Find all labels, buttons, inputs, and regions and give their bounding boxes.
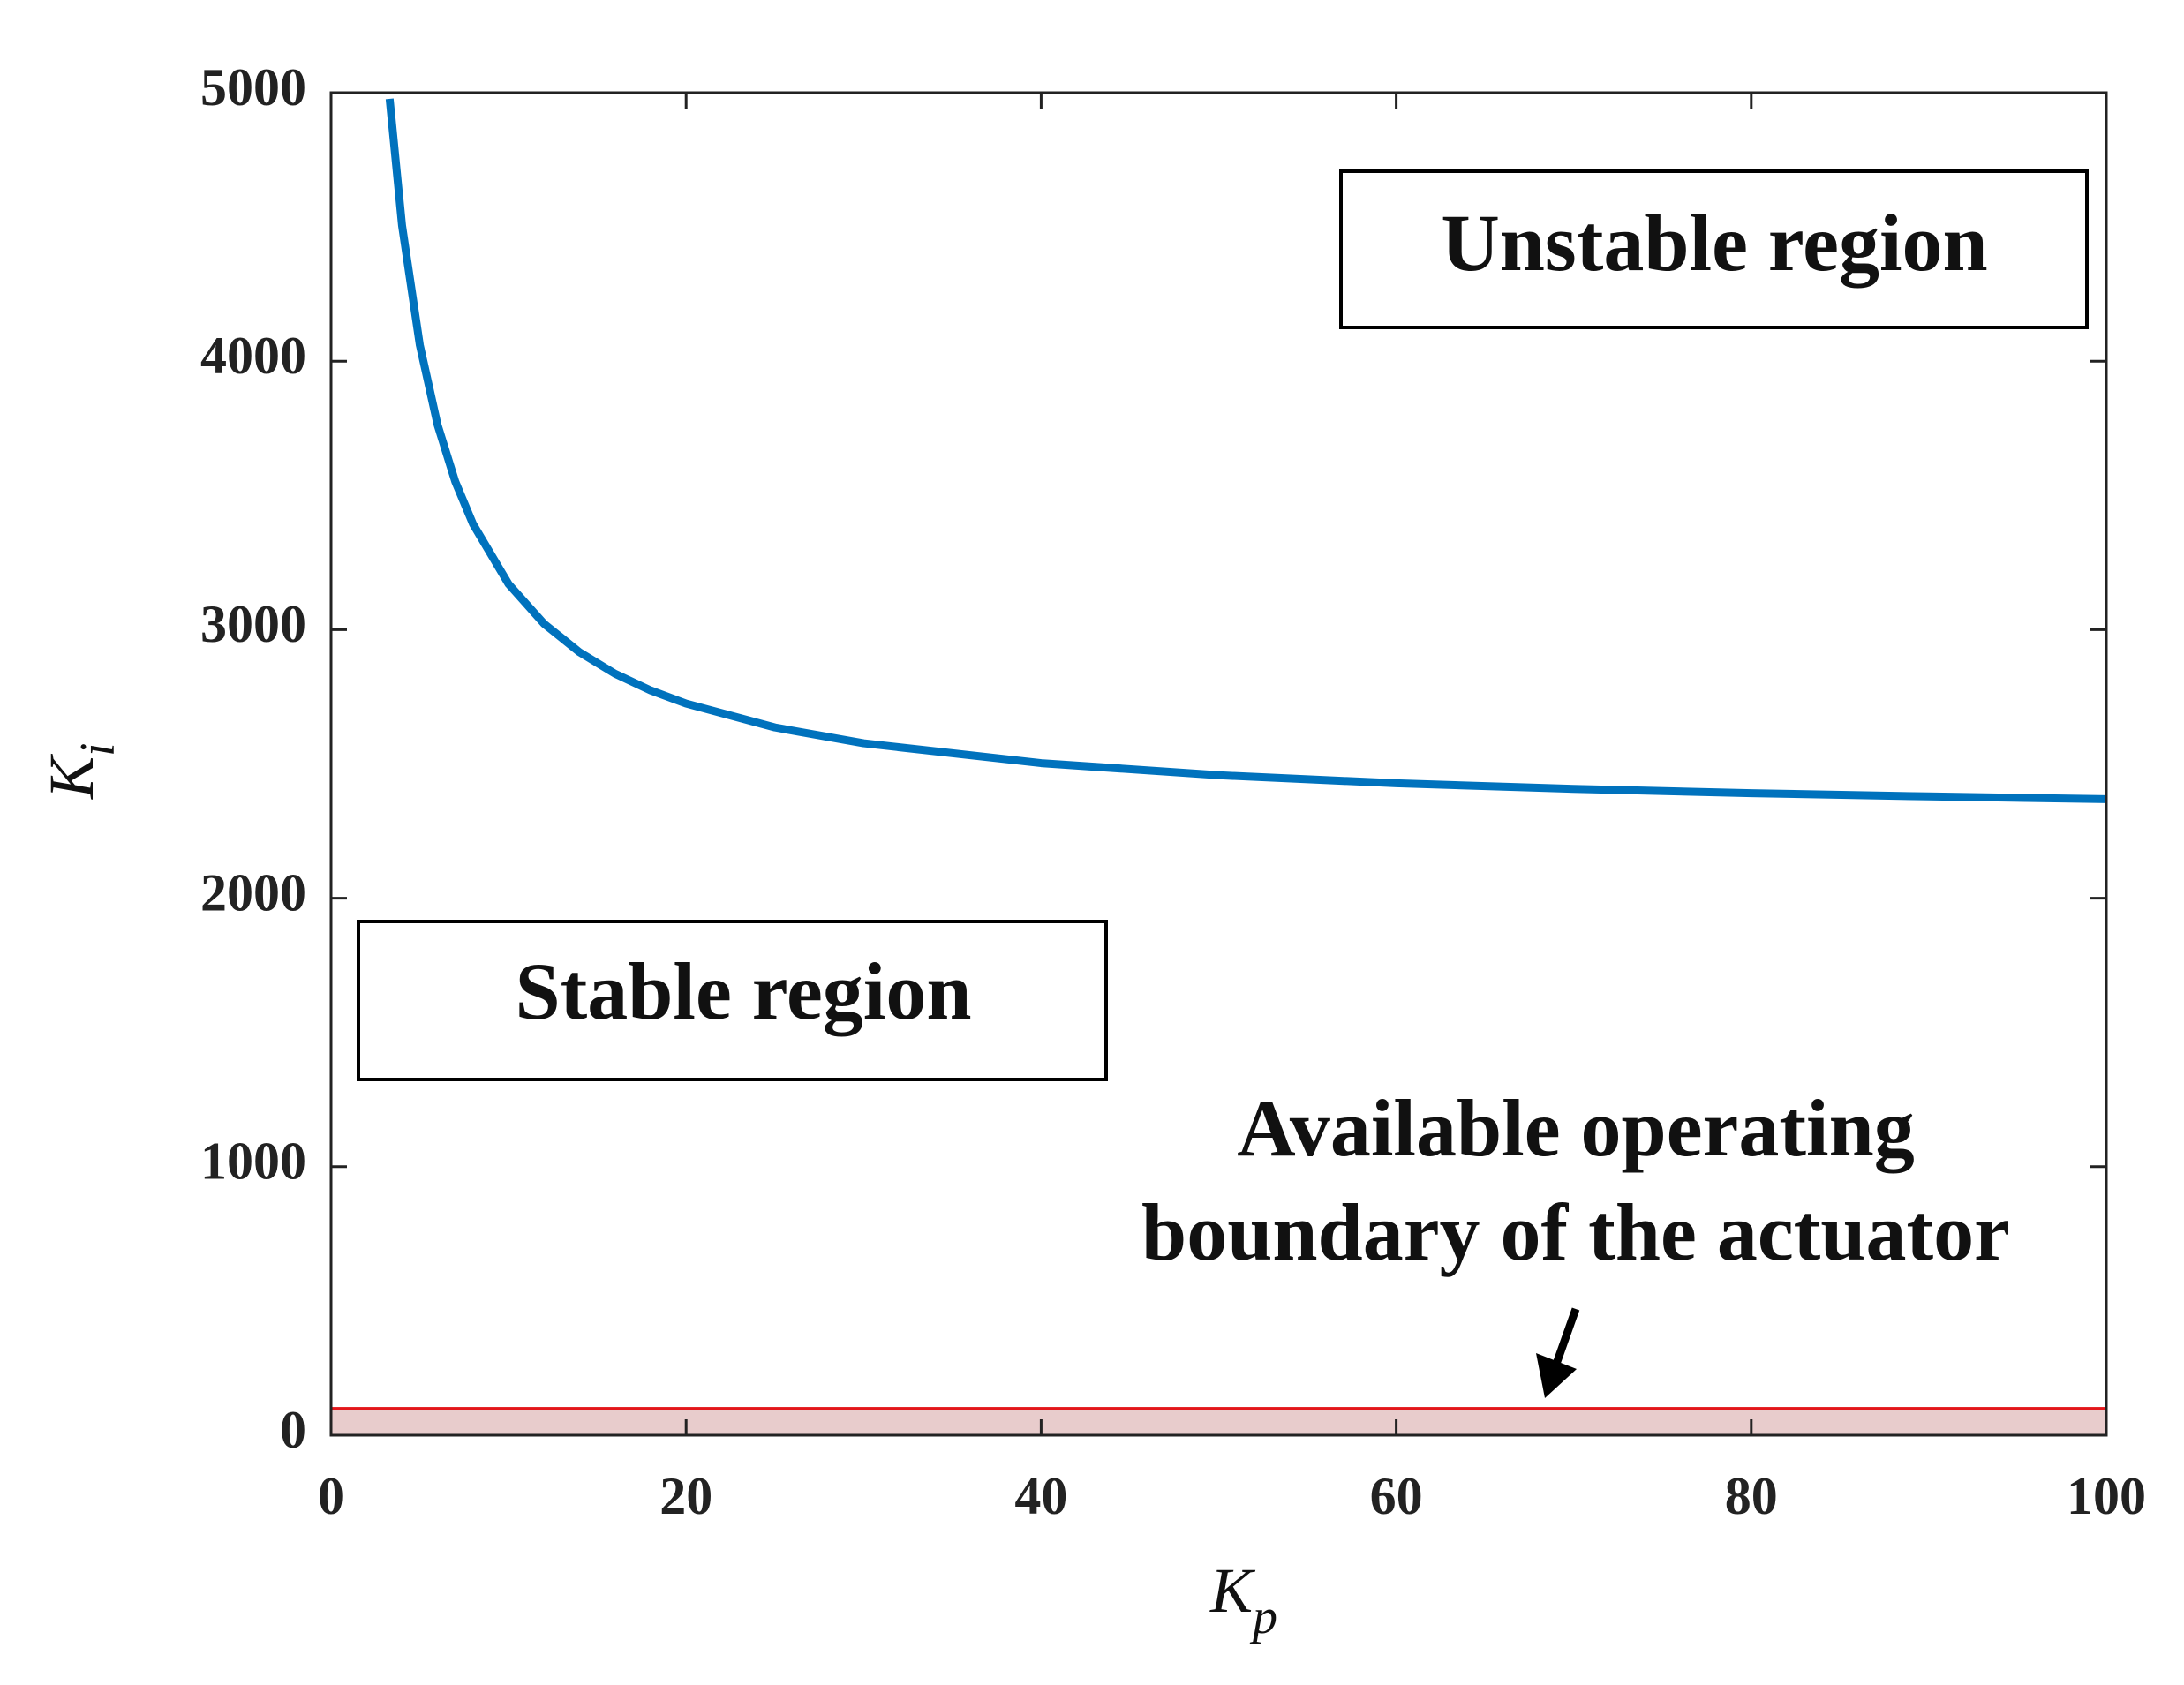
plot: 0 1000 2000 3000 4000 5000 0 20 40 60 80 100 — [200, 58, 2146, 1525]
curve — [385, 98, 2107, 803]
annotation: boundary of the actuator — [1141, 1187, 2010, 1277]
x-axis-label: Kp — [1209, 1555, 1277, 1644]
arrow-head — [1536, 1353, 1577, 1398]
operating-region — [329, 1407, 2108, 1437]
y-axis-label-main: K — [36, 753, 107, 800]
x-tick-label: 100 — [2067, 1467, 2146, 1525]
y-tick-label: 4000 — [200, 327, 306, 385]
annotation-box — [357, 920, 1108, 1081]
x-axis-label-main: K — [1209, 1555, 1256, 1626]
y-axis-label-sub: i — [71, 742, 125, 756]
annotation: Unstable region — [1441, 198, 1987, 288]
x-tick-label: 0 — [318, 1467, 344, 1525]
y-tick-label: 0 — [280, 1401, 306, 1459]
y-tick-label: 3000 — [200, 595, 306, 653]
annotation-box — [1339, 169, 2089, 329]
annotation: Stable region — [515, 946, 971, 1036]
x-tick-label: 60 — [1370, 1467, 1423, 1525]
y-tick-label: 5000 — [200, 58, 306, 117]
x-tick-label: 20 — [659, 1467, 712, 1525]
annotation: Available operating — [1237, 1083, 1915, 1173]
y-tick-label: 1000 — [200, 1132, 306, 1191]
x-tick-label: 40 — [1014, 1467, 1067, 1525]
y-axis-label: Ki — [36, 742, 125, 800]
x-tick-label: 80 — [1725, 1467, 1778, 1525]
axes-box — [329, 91, 2108, 1437]
x-axis-label-sub: p — [1249, 1590, 1277, 1644]
arrow — [1551, 1307, 1580, 1368]
y-tick-label: 2000 — [200, 863, 306, 921]
